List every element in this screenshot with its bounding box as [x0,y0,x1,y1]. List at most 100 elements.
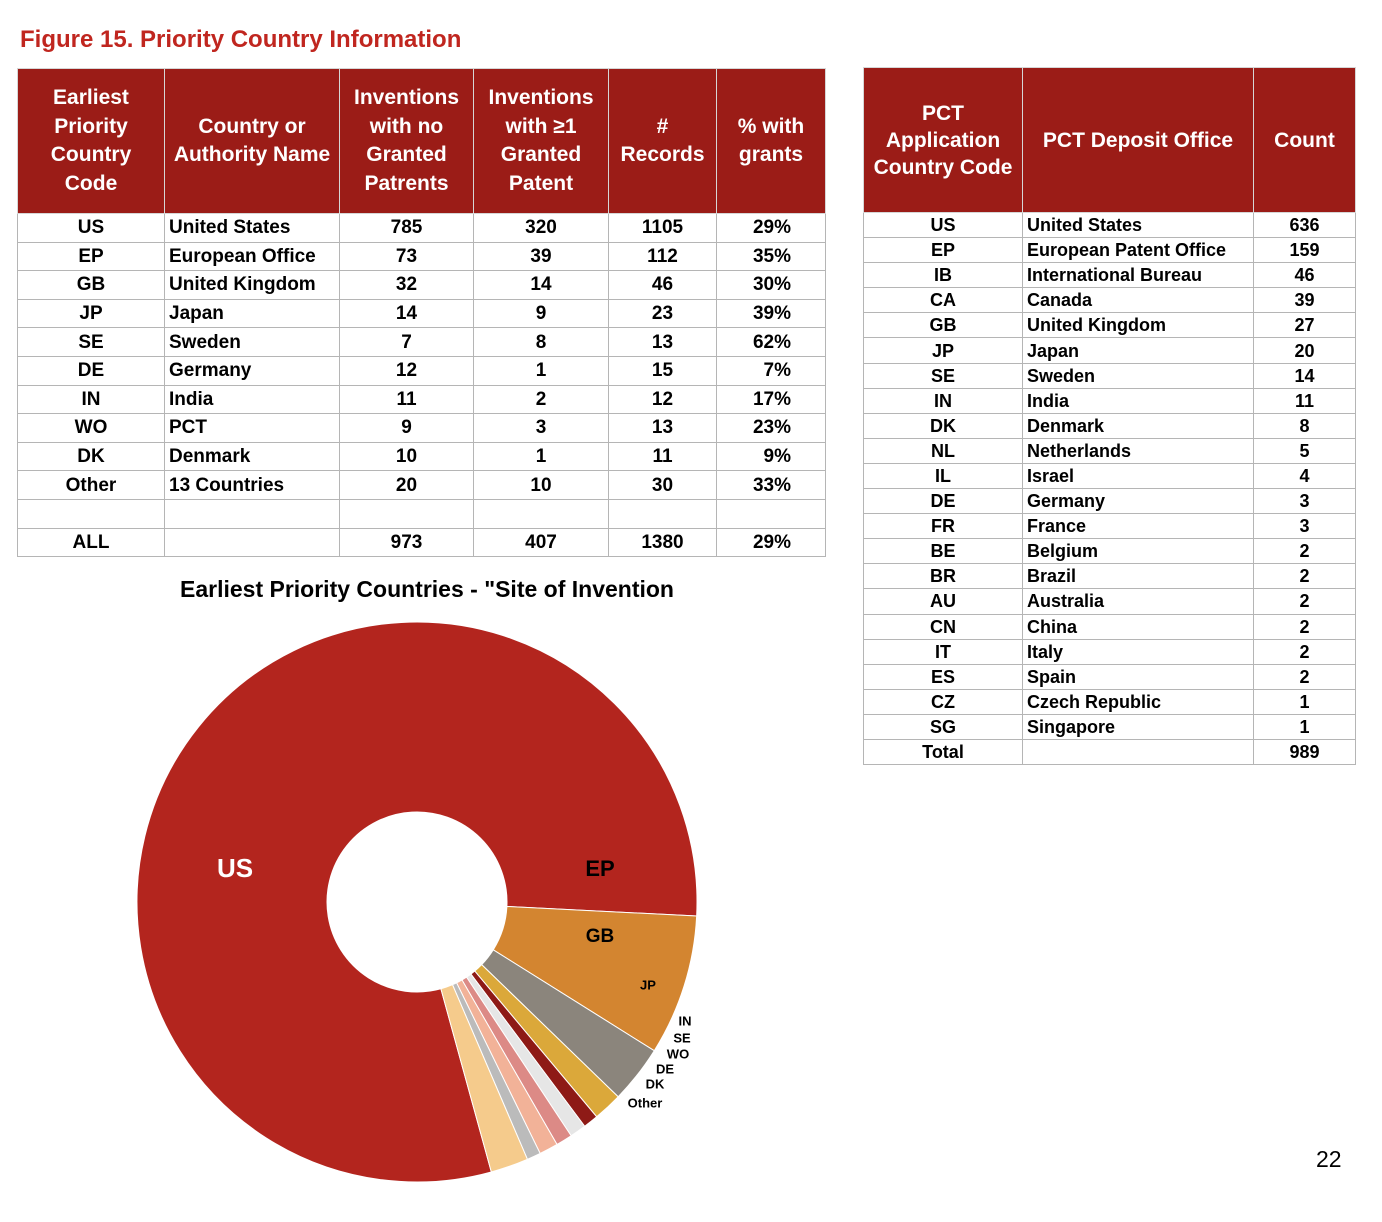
slice-us [137,622,697,1182]
table-cell: 2 [1254,614,1356,639]
table-cell: Germany [1023,489,1254,514]
table-cell: 9 [340,414,474,443]
table-cell: ALL [18,528,165,557]
table-cell: Japan [165,299,340,328]
table-cell [474,499,609,528]
table-cell: IL [864,463,1023,488]
table-cell: 1 [1254,689,1356,714]
table-cell [18,499,165,528]
table-cell [340,499,474,528]
table-cell: 4 [1254,463,1356,488]
table-row: BEBelgium2 [864,539,1356,564]
table-cell: 11 [1254,388,1356,413]
column-header: Inventions with ≥1 Granted Patent [474,69,609,214]
table-cell: GB [18,271,165,300]
table-row: NLNetherlands5 [864,438,1356,463]
table-cell: European Office [165,242,340,271]
table-row: CACanada39 [864,288,1356,313]
table-cell: Singapore [1023,714,1254,739]
slice-label-ep: EP [585,856,614,881]
table-row: Other13 Countries20103033% [18,471,826,500]
table-cell: 1 [474,356,609,385]
table-cell: SE [864,363,1023,388]
table-cell: 989 [1254,739,1356,764]
total-row: Total989 [864,739,1356,764]
table-cell: 7% [717,356,826,385]
table-cell: Australia [1023,589,1254,614]
table-row: SESweden781362% [18,328,826,357]
page-number: 22 [1316,1146,1342,1173]
column-header: Earliest Priority Country Code [18,69,165,214]
table-cell: 407 [474,528,609,557]
column-header: PCT Application Country Code [864,68,1023,213]
slice-label-gb: GB [586,926,615,947]
table-cell: 11 [609,442,717,471]
table-cell: CA [864,288,1023,313]
table-cell: AU [864,589,1023,614]
column-header: Country or Authority Name [165,69,340,214]
table-cell: India [165,385,340,414]
table-cell: JP [864,338,1023,363]
table-cell: 39 [1254,288,1356,313]
table-row: GBUnited Kingdom27 [864,313,1356,338]
column-header: % with grants [717,69,826,214]
table-cell: Italy [1023,639,1254,664]
table-row: DEGermany3 [864,489,1356,514]
table-row: DEGermany121157% [18,356,826,385]
table-cell: JP [18,299,165,328]
table-cell: IT [864,639,1023,664]
table-cell: 159 [1254,238,1356,263]
table-cell: 27 [1254,313,1356,338]
table-cell [165,528,340,557]
table-cell: Sweden [1023,363,1254,388]
slice-label-dk: DK [646,1076,665,1091]
table-cell: 14 [474,271,609,300]
table-cell: 39% [717,299,826,328]
table-cell [609,499,717,528]
table-cell: Czech Republic [1023,689,1254,714]
table-cell: 32 [340,271,474,300]
table-cell: 1 [474,442,609,471]
table-cell: Denmark [1023,413,1254,438]
table-cell: 23% [717,414,826,443]
table-cell: 2 [1254,589,1356,614]
pct-deposit-table: PCT Application Country CodePCT Deposit … [863,67,1356,765]
slice-ep [493,906,696,1050]
table-row: INIndia11 [864,388,1356,413]
table-cell: 10 [340,442,474,471]
table-cell: 3 [474,414,609,443]
total-row: ALL973407138029% [18,528,826,557]
table-cell: 39 [474,242,609,271]
blank-row [18,499,826,528]
table-row: DKDenmark8 [864,413,1356,438]
table-cell [1023,739,1254,764]
table-cell: CZ [864,689,1023,714]
table-cell [165,499,340,528]
table-cell: 46 [1254,263,1356,288]
table-cell: 7 [340,328,474,357]
table-cell: GB [864,313,1023,338]
table-cell: Belgium [1023,539,1254,564]
table-cell: 29% [717,528,826,557]
table-cell: 33% [717,471,826,500]
table-cell: 2 [1254,664,1356,689]
table-cell: 15 [609,356,717,385]
slice-label-other: Other [628,1095,663,1110]
column-header: # Records [609,69,717,214]
table-cell: 2 [1254,564,1356,589]
table-cell: United States [165,214,340,243]
table-cell: EP [864,238,1023,263]
table-cell [717,499,826,528]
table-row: WOPCT931323% [18,414,826,443]
table-cell: 30 [609,471,717,500]
table-cell: US [18,214,165,243]
table-cell: 2 [1254,539,1356,564]
table-cell: 636 [1254,213,1356,238]
table-cell: FR [864,514,1023,539]
table-cell: DK [864,413,1023,438]
table-cell: 17% [717,385,826,414]
table-row: JPJapan20 [864,338,1356,363]
table-row: SGSingapore1 [864,714,1356,739]
column-header: PCT Deposit Office [1023,68,1254,213]
table-cell: 320 [474,214,609,243]
